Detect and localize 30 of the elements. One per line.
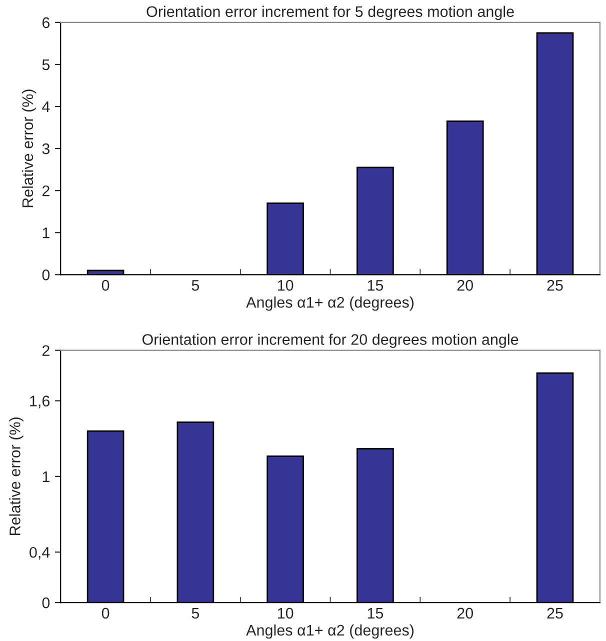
x-tick-label: 10 xyxy=(278,608,294,619)
y-tick-label: 1,6 xyxy=(30,396,50,408)
chart-title: Orientation error increment for 20 degrees motion angle xyxy=(142,334,518,348)
y-tick-label: 2 xyxy=(42,185,50,196)
y-axis-title: Relative error (%) xyxy=(22,90,36,208)
x-tick-label: 10 xyxy=(278,280,294,291)
x-axis-title: Angles α1+ α2 (degrees) xyxy=(246,296,414,311)
x-tick-label: 20 xyxy=(457,608,474,619)
y-tick-label: 6 xyxy=(42,17,50,28)
y-tick-label: 1 xyxy=(42,471,50,482)
chart-title: Orientation error increment for 5 degrees motion angle xyxy=(146,6,514,20)
x-tick-label: 25 xyxy=(547,608,563,619)
x-tick-label: 15 xyxy=(368,608,384,619)
x-tick-label: 5 xyxy=(192,280,200,291)
y-tick-label: 2 xyxy=(42,345,50,356)
y-tick-label: 0 xyxy=(42,597,50,608)
y-axis-title: Relative error (%) xyxy=(9,418,24,536)
x-tick-label: 15 xyxy=(368,280,384,291)
y-tick-label: 0,4 xyxy=(30,546,50,560)
x-tick-label: 0 xyxy=(102,608,110,619)
y-tick-label: 1 xyxy=(42,228,50,238)
x-tick-label: 0 xyxy=(102,280,110,291)
x-tick-label: 25 xyxy=(547,280,563,291)
y-tick-label: 5 xyxy=(42,59,50,70)
x-tick-label: 5 xyxy=(192,608,200,619)
x-tick-label: 20 xyxy=(457,280,474,291)
y-tick-label: 0 xyxy=(42,270,50,280)
y-tick-label: 4 xyxy=(42,102,50,112)
x-axis-title: Angles α1+ α2 (degrees) xyxy=(246,624,414,639)
y-tick-label: 3 xyxy=(42,143,50,154)
